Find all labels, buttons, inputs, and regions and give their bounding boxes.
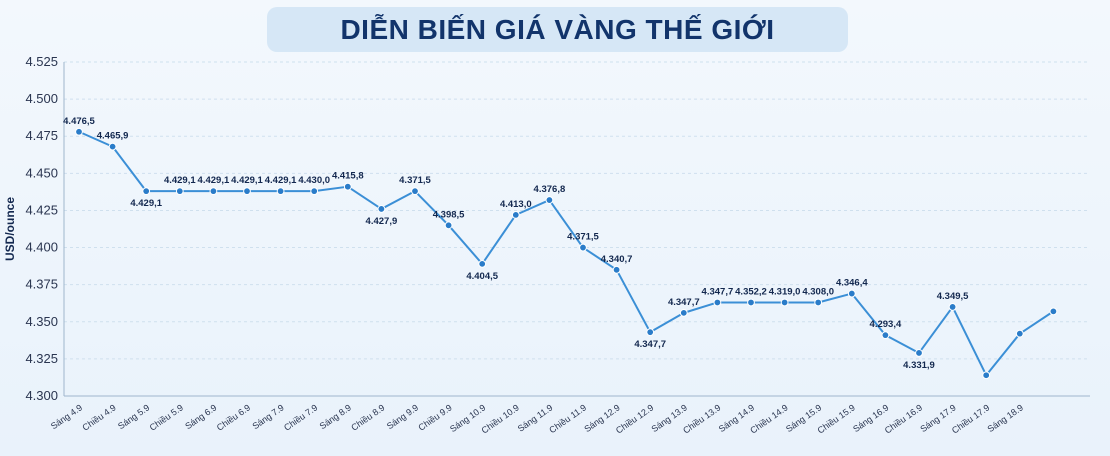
- data-label: 4.340,7: [601, 254, 633, 265]
- x-tick-label: Chiều 14.9: [748, 402, 789, 435]
- x-tick-label: Chiều 9.9: [416, 402, 453, 432]
- data-label: 4.308,0: [802, 286, 834, 297]
- data-point: [679, 308, 688, 317]
- x-tick-label: Chiều 13.9: [681, 402, 722, 435]
- data-label: 4.319,0: [769, 286, 801, 297]
- y-tick-label: 4.325: [25, 351, 58, 366]
- data-point: [444, 221, 453, 230]
- y-tick-label: 4.400: [25, 240, 58, 255]
- data-label: 4.398,5: [433, 209, 465, 220]
- y-axis-label: USD/ounce: [3, 197, 17, 261]
- data-label: 4.429,1: [198, 175, 230, 186]
- data-label: 4.404,5: [466, 271, 498, 282]
- x-tick-label: Chiều 12.9: [614, 402, 655, 435]
- data-label: 4.376,8: [534, 184, 566, 195]
- data-label: 4.430,0: [298, 175, 330, 186]
- x-tick-label: Chiều 8.9: [349, 402, 386, 432]
- y-tick-label: 4.525: [25, 54, 58, 69]
- data-label: 4.293,4: [870, 319, 902, 330]
- y-tick-label: 4.350: [25, 314, 58, 329]
- data-label: 4.347,7: [634, 339, 666, 350]
- y-tick-label: 4.300: [25, 388, 58, 403]
- series-line: [78, 130, 1054, 377]
- x-tick-label: Sáng 18.9: [986, 402, 1025, 434]
- data-label: 4.352,2: [735, 286, 767, 297]
- data-point: [915, 349, 923, 357]
- data-point: [411, 187, 419, 196]
- data-label: 4.429,1: [231, 175, 263, 186]
- data-label: 4.347,7: [668, 297, 700, 308]
- data-point: [1049, 307, 1058, 316]
- title-banner: DIỄN BIẾN GIÁ VÀNG THẾ GIỚI: [267, 7, 848, 52]
- x-tick-label: Chiều 11.9: [547, 402, 588, 435]
- x-tick-label: Chiều 4.9: [80, 402, 117, 432]
- y-tick-label: 4.475: [25, 128, 58, 143]
- x-tick-label: Sáng 7.9: [250, 402, 285, 431]
- data-point: [511, 210, 520, 219]
- x-tick-label: Sáng 6.9: [183, 402, 218, 431]
- x-tick-label: Chiều 17.9: [950, 402, 991, 435]
- data-point: [75, 127, 83, 136]
- data-point: [948, 303, 957, 311]
- data-point: [276, 187, 285, 196]
- data-point: [646, 328, 655, 337]
- data-label: 4.465,9: [97, 131, 129, 142]
- data-label: 4.331,9: [903, 360, 935, 371]
- y-tick-label: 4.450: [25, 165, 58, 180]
- data-point: [1015, 329, 1024, 338]
- data-label: 4.346,4: [836, 278, 868, 289]
- data-point: [847, 289, 856, 298]
- data-point: [612, 265, 621, 274]
- data-label: 4.476,5: [63, 116, 95, 127]
- data-label: 4.413,0: [500, 199, 532, 210]
- data-label: 4.347,7: [702, 286, 734, 297]
- data-point: [108, 142, 117, 151]
- data-point: [142, 187, 151, 196]
- data-point: [579, 243, 587, 252]
- data-label: 4.429,1: [265, 175, 297, 186]
- x-tick-label: Chiều 7.9: [282, 402, 319, 432]
- data-label: 4.371,5: [567, 232, 599, 243]
- data-point: [343, 182, 352, 191]
- y-tick-label: 4.425: [25, 202, 58, 217]
- y-tick-label: 4.375: [25, 277, 58, 292]
- x-tick-label: Chiều 6.9: [215, 402, 252, 432]
- data-point: [747, 298, 755, 307]
- data-point: [243, 187, 251, 196]
- x-tick-label: Sáng 4.9: [49, 402, 84, 431]
- x-tick-label: Sáng 8.9: [318, 402, 353, 431]
- data-label: 4.415,8: [332, 171, 364, 182]
- data-label: 4.349,5: [937, 291, 969, 302]
- data-point: [478, 259, 487, 268]
- chart-title: DIỄN BIẾN GIÁ VÀNG THẾ GIỚI: [340, 13, 775, 45]
- data-point: [780, 298, 789, 307]
- data-label: 4.429,1: [130, 198, 162, 209]
- data-point: [310, 187, 319, 196]
- data-point: [814, 298, 823, 307]
- data-point: [209, 187, 218, 196]
- x-tick-label: Chiều 16.9: [883, 402, 924, 435]
- data-label: 4.429,1: [164, 175, 196, 186]
- y-tick-label: 4.500: [25, 91, 58, 106]
- x-tick-label: Sáng 9.9: [385, 402, 420, 431]
- data-point: [713, 298, 722, 307]
- x-tick-label: Chiều 5.9: [148, 402, 185, 432]
- x-tick-label: Sáng 5.9: [116, 402, 151, 431]
- data-point: [982, 371, 991, 380]
- data-label: 4.427,9: [366, 216, 398, 227]
- x-tick-label: Chiều 15.9: [816, 402, 857, 435]
- data-label: 4.371,5: [399, 175, 431, 186]
- data-point: [881, 331, 890, 340]
- data-point: [377, 205, 386, 213]
- x-tick-label: Chiều 10.9: [480, 402, 521, 435]
- data-point: [545, 196, 554, 204]
- data-point: [175, 187, 184, 196]
